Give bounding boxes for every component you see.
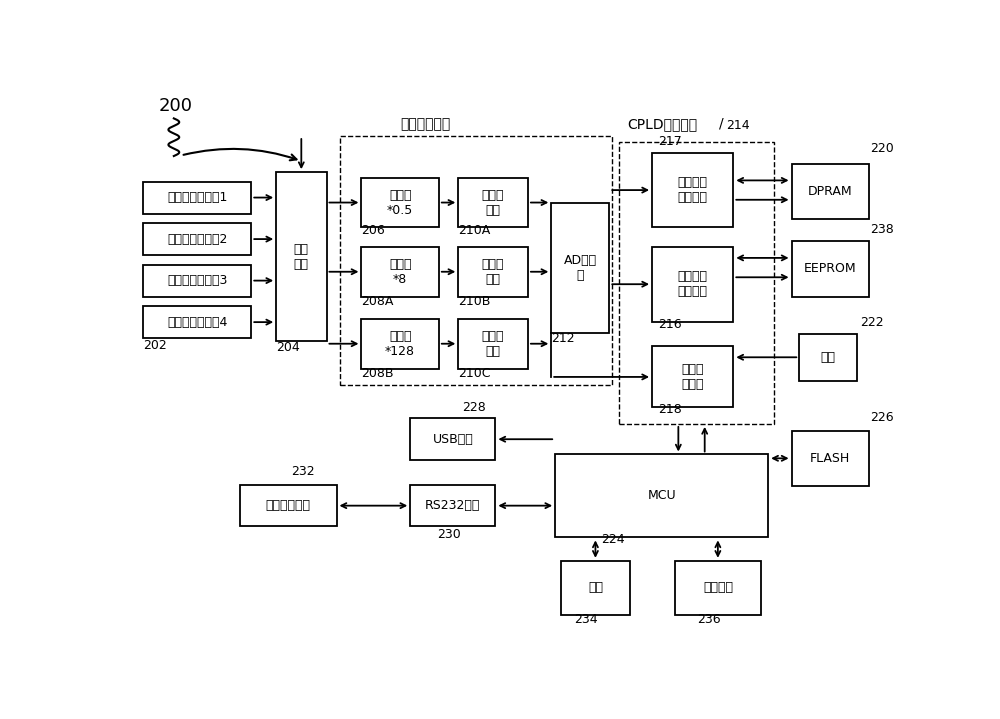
Text: 衰减器
*0.5: 衰减器 *0.5 — [387, 188, 413, 216]
Text: 226: 226 — [871, 411, 894, 424]
FancyBboxPatch shape — [410, 485, 495, 526]
FancyBboxPatch shape — [361, 319, 439, 369]
Text: 键盘: 键盘 — [588, 582, 603, 595]
Text: 230: 230 — [437, 528, 461, 541]
Text: 208A: 208A — [361, 295, 394, 308]
Text: 228: 228 — [462, 401, 486, 414]
FancyBboxPatch shape — [143, 265, 251, 297]
FancyBboxPatch shape — [652, 152, 733, 227]
Text: 振动传感器接口1: 振动传感器接口1 — [167, 191, 227, 204]
Text: 振动传感器接口4: 振动传感器接口4 — [167, 316, 227, 329]
FancyBboxPatch shape — [458, 178, 528, 227]
Text: 210A: 210A — [458, 224, 490, 237]
Text: 212: 212 — [551, 332, 575, 345]
Text: 238: 238 — [871, 223, 894, 236]
Text: 振动传感器接口2: 振动传感器接口2 — [167, 232, 227, 246]
Text: 206: 206 — [361, 224, 385, 237]
Text: 通道切换控制: 通道切换控制 — [400, 118, 450, 132]
Text: 217: 217 — [658, 135, 682, 148]
Text: DPRAM: DPRAM — [808, 185, 853, 198]
Text: 224: 224 — [602, 533, 625, 546]
FancyBboxPatch shape — [143, 181, 251, 214]
FancyBboxPatch shape — [143, 306, 251, 338]
Text: FLASH: FLASH — [810, 452, 850, 464]
Text: 214: 214 — [726, 119, 750, 132]
Text: CPLD控制逻辑: CPLD控制逻辑 — [627, 118, 697, 132]
FancyBboxPatch shape — [410, 418, 495, 460]
Text: 200: 200 — [158, 97, 192, 115]
Text: 模拟
开关: 模拟 开关 — [294, 242, 309, 270]
FancyBboxPatch shape — [458, 319, 528, 369]
Text: 222: 222 — [860, 316, 883, 329]
FancyBboxPatch shape — [240, 485, 337, 526]
Text: EEPROM: EEPROM — [804, 262, 857, 275]
Text: 放大器
*128: 放大器 *128 — [385, 330, 415, 358]
FancyBboxPatch shape — [792, 164, 869, 219]
FancyBboxPatch shape — [143, 223, 251, 255]
Text: /: / — [719, 116, 723, 130]
FancyBboxPatch shape — [792, 431, 869, 486]
FancyBboxPatch shape — [555, 454, 768, 538]
FancyBboxPatch shape — [551, 203, 609, 333]
Text: 220: 220 — [871, 142, 894, 155]
Text: 液晶显示: 液晶显示 — [703, 582, 733, 595]
Text: 216: 216 — [658, 318, 682, 331]
Text: 振动传感器接口3: 振动传感器接口3 — [167, 274, 227, 287]
Text: 低通滤
波器: 低通滤 波器 — [482, 330, 504, 358]
Text: 234: 234 — [574, 613, 598, 626]
Text: 触发时间
记录单元: 触发时间 记录单元 — [678, 270, 708, 298]
Text: 触发采样
控制单元: 触发采样 控制单元 — [678, 176, 708, 204]
FancyBboxPatch shape — [792, 242, 869, 297]
Text: 208B: 208B — [361, 367, 394, 380]
FancyBboxPatch shape — [361, 178, 439, 227]
Text: 210B: 210B — [458, 295, 491, 308]
FancyBboxPatch shape — [276, 172, 326, 341]
Text: 低通滤
波器: 低通滤 波器 — [482, 257, 504, 285]
FancyBboxPatch shape — [561, 561, 630, 615]
Text: 放大器
*8: 放大器 *8 — [389, 257, 411, 285]
Text: 202: 202 — [143, 339, 167, 352]
Text: MCU: MCU — [647, 490, 676, 503]
Text: AD转换
器: AD转换 器 — [564, 254, 597, 282]
Text: USB接口: USB接口 — [432, 433, 473, 446]
Text: 210C: 210C — [458, 367, 491, 380]
FancyBboxPatch shape — [675, 561, 761, 615]
FancyBboxPatch shape — [652, 247, 733, 321]
FancyBboxPatch shape — [652, 347, 733, 408]
FancyBboxPatch shape — [361, 247, 439, 297]
Text: 204: 204 — [276, 342, 300, 354]
FancyBboxPatch shape — [799, 334, 857, 381]
Text: 236: 236 — [697, 613, 721, 626]
Text: 218: 218 — [658, 403, 682, 416]
Text: 晶振: 晶振 — [821, 351, 836, 364]
Text: 低通滤
波器: 低通滤 波器 — [482, 188, 504, 216]
Text: RS232接口: RS232接口 — [425, 499, 481, 512]
FancyBboxPatch shape — [458, 247, 528, 297]
Text: 232: 232 — [292, 465, 315, 478]
Text: 分频控
制电路: 分频控 制电路 — [681, 363, 704, 391]
Text: 无线传输模块: 无线传输模块 — [266, 499, 311, 512]
